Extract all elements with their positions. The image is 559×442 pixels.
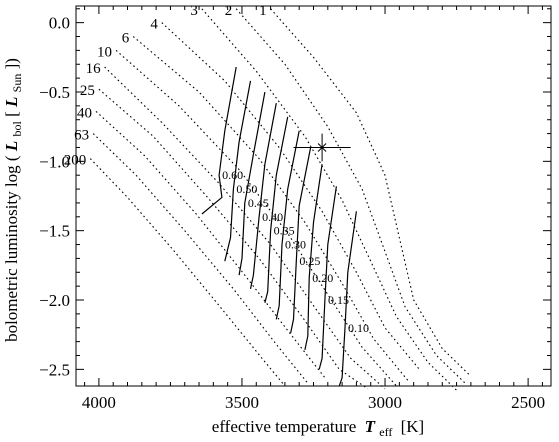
isochrone-age-label: 63 [74,128,89,144]
x-tick-label: 4000 [82,393,116,412]
isochrone-age-label: 200 [64,153,87,169]
y-tick-label: −1.0 [39,152,70,171]
isochrone-age-label: 2 [225,3,233,19]
mass-track-line-0.30 [275,130,300,320]
x-tick-label: 3000 [368,393,402,412]
mass-track-line-0.20 [304,164,323,351]
y-axis-label-subscript-2: Sun [10,74,24,93]
y-tick-label: −2.0 [39,291,70,310]
tick-layer: 4000 3500 3000 2500 0.0 −0.5 −1.0 −1.5 −2.0 −2.5 [39,6,551,412]
y-tick-label: 0.0 [49,14,70,33]
isochrone-age-label: 10 [97,44,112,60]
star-marker-layer [293,133,351,162]
x-tick-label: 3500 [225,393,259,412]
y-axis-label-subscript-1: bol [10,121,24,137]
mass-track-label: 0.10 [348,321,369,335]
y-axis-label: bolometric luminosity log ( L bol [ L Su… [2,58,25,342]
x-axis-label: effective temperature T eff [K] [212,417,424,440]
mass-track-label: 0.50 [236,182,257,196]
isochrone-layer [89,8,472,391]
isochrone-line-4 [161,22,420,370]
mass-track-label: 0.20 [312,271,333,285]
mass-track-line-0.60 [201,66,237,215]
mass-track-label: 0.40 [262,210,283,224]
mass-track-line-0.45 [238,91,266,276]
plot-area [75,5,552,387]
mass-track-layer [201,66,357,387]
isochrone-line-3 [201,8,457,391]
plot-frame [75,5,552,387]
isochrone-line-16 [104,66,386,390]
mass-track-line-0.40 [249,102,277,290]
label-layer: 1234610162540632000.600.500.450.400.350.… [64,3,369,335]
isochrone-line-1 [270,8,472,377]
y-axis-label-main: bolometric luminosity log [2,165,21,342]
mass-track-line-0.35 [264,116,289,303]
mass-track-line-0.10 [338,211,357,387]
isochrone-age-label: 3 [190,3,198,19]
isochrone-age-label: 16 [86,61,102,77]
isochrone-age-label: 1 [259,3,267,19]
isochrone-line-63 [92,133,309,384]
x-axis-label-unit: [K] [401,417,425,436]
mass-track-line-0.15 [318,186,337,370]
isochrone-age-label: 25 [80,83,95,99]
mass-track-label: 0.60 [222,168,243,182]
mass-track-label: 0.15 [328,293,349,307]
y-tick-label: −0.5 [39,83,70,102]
mass-track-line-0.25 [290,147,312,334]
star-marker [317,143,327,152]
isochrone-age-label: 40 [77,105,92,121]
mass-track-line-0.50 [224,80,252,262]
mass-track-label: 0.30 [285,238,306,252]
y-axis-label-bracket-symbol: L [2,97,21,108]
x-axis-label-symbol: T [365,417,376,436]
mass-track-label: 0.35 [274,224,295,238]
x-tick-label: 2500 [511,393,545,412]
y-tick-label: −2.5 [39,360,70,379]
isochrone-age-label: 6 [122,31,130,47]
mass-track-label: 0.25 [299,254,320,268]
mass-track-label: 0.45 [248,196,269,210]
isochrone-line-2 [235,8,466,384]
y-axis-label-symbol: L [2,141,21,152]
x-axis-label-subscript: eff [379,425,392,439]
isochrone-line-10 [115,49,397,387]
isochrone-line-25 [98,88,369,390]
isochrone-age-label: 4 [150,17,158,33]
isochrone-line-6 [132,36,409,381]
y-tick-label: −1.5 [39,222,70,241]
x-axis-label-main: effective temperature [212,417,357,436]
